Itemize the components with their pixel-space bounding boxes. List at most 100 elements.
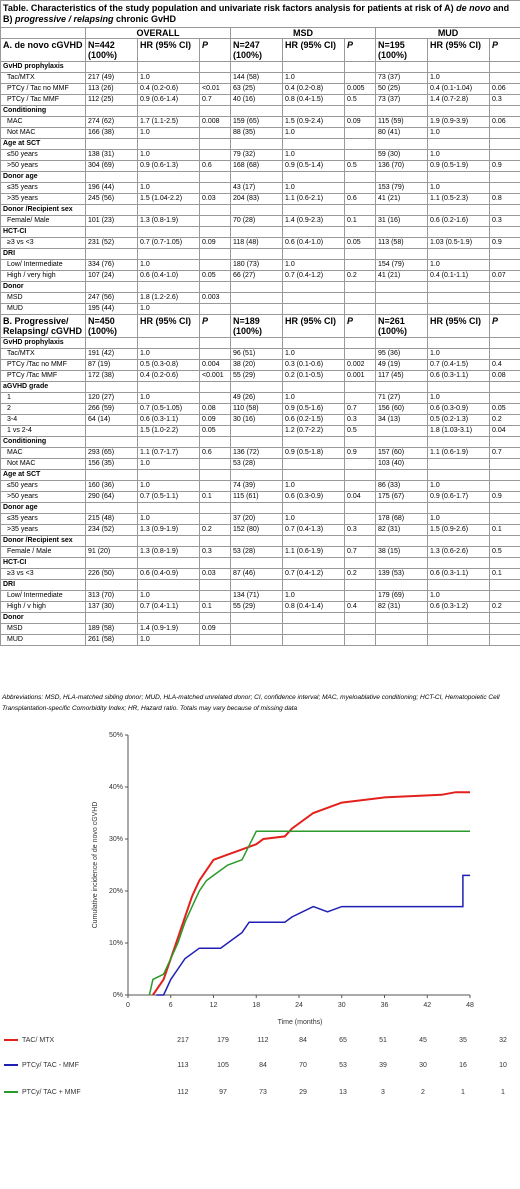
cell: 0.4 (0.1-1.1) <box>427 270 490 282</box>
cell <box>488 348 520 360</box>
cell <box>488 623 520 635</box>
cell: PTCy / Tac MMF <box>0 94 86 106</box>
column-header: HR (95% CI) <box>282 314 345 338</box>
cell <box>199 348 231 360</box>
cell <box>344 348 376 360</box>
cell <box>0 27 86 39</box>
at-risk-value: 1 <box>461 1089 465 1096</box>
cell <box>488 149 520 161</box>
data-row: >50 years 290 (64) 0.7 (0.5-1.1) 0.1 115 (61… <box>0 491 520 503</box>
cell: 0.5 <box>344 160 376 172</box>
cell: 231 (52) <box>85 237 138 249</box>
cell: ≤35 years <box>0 182 86 194</box>
data-row: Tac/MTX 217 (49) 1.0 144 (58) 1.0 73 (37) 1.0 <box>0 72 520 84</box>
cell <box>199 105 231 117</box>
cell <box>344 259 376 271</box>
cell: High / very high <box>0 270 86 282</box>
cell <box>282 458 345 470</box>
cell <box>137 226 200 238</box>
cell: 0.6 (0.3-0.9) <box>427 403 490 415</box>
legend-label: PTCy/ TAC + MMF <box>22 1089 81 1096</box>
cell <box>137 502 200 514</box>
cell: 1.0 <box>137 303 200 315</box>
cell: 0.3 <box>488 215 520 227</box>
column-header: P <box>199 314 231 338</box>
legend-label: PTCy/ TAC - MMF <box>22 1062 79 1069</box>
cell <box>488 469 520 481</box>
cell: 0.7 (0.7-1.05) <box>137 237 200 249</box>
cell <box>488 535 520 547</box>
cell <box>375 623 428 635</box>
data-row: 1 vs 2-4 1.5 (1.0-2.2) 0.05 1.2 (0.7-2.2) 0.… <box>0 425 520 437</box>
cell: ≥3 vs <3 <box>0 237 86 249</box>
cell: 0.1 <box>344 215 376 227</box>
cell: 1.0 <box>137 590 200 602</box>
cell: 0.9 (0.6-1.7) <box>427 491 490 503</box>
cell <box>427 579 490 591</box>
cell <box>137 612 200 624</box>
cell: 1.7 (1.1-2.5) <box>137 116 200 128</box>
x-tick-label: 36 <box>381 1002 389 1009</box>
cell: 1.0 <box>282 392 345 404</box>
cell: <0.01 <box>199 83 231 95</box>
cell <box>282 61 345 73</box>
cell <box>199 303 231 315</box>
cell: 0.1 <box>199 491 231 503</box>
cell <box>375 204 428 216</box>
cell: 0.04 <box>488 425 520 437</box>
series-line <box>152 791 470 996</box>
row-group: Donor age <box>0 171 86 183</box>
cell: 0.004 <box>199 359 231 371</box>
cell <box>282 303 345 315</box>
cell: 112 (25) <box>85 94 138 106</box>
y-tick-label: 20% <box>109 888 123 895</box>
cell: 0.005 <box>344 83 376 95</box>
cell <box>344 337 376 349</box>
cell <box>375 248 428 260</box>
cell <box>199 634 231 646</box>
data-row: >35 years 234 (52) 1.3 (0.9-1.9) 0.2 152 (80… <box>0 524 520 536</box>
group-label-row: aGVHD grade <box>0 381 520 393</box>
cell: 41 (21) <box>375 270 428 282</box>
cell <box>488 392 520 404</box>
cell: 266 (59) <box>85 403 138 415</box>
cell: 0.2 <box>488 414 520 426</box>
cell <box>85 381 138 393</box>
column-header: N=261 (100%) <box>375 314 428 338</box>
cell: 96 (51) <box>230 348 283 360</box>
section-row: B. Progressive/ Relapsing/ cGVHD N=450 (1… <box>0 314 520 338</box>
cell: 82 (31) <box>375 601 428 613</box>
abbreviations: Abbreviations: MSD, HLA-matched sibling … <box>2 694 500 712</box>
cell <box>375 579 428 591</box>
cell: 0.6 (0.4-0.9) <box>137 568 200 580</box>
cell <box>199 182 231 194</box>
cell: MSD <box>0 623 86 635</box>
cell: 31 (16) <box>375 215 428 227</box>
at-risk-value: 179 <box>217 1037 229 1044</box>
cell: 0.2 <box>488 601 520 613</box>
row-group: HCT-CI <box>0 557 86 569</box>
cell <box>488 502 520 514</box>
cell <box>488 204 520 216</box>
x-tick-label: 48 <box>466 1002 474 1009</box>
cell <box>488 127 520 139</box>
cell: 82 (31) <box>375 524 428 536</box>
y-axis-label: Cumulative incidence of de novo cGVHD <box>92 802 99 929</box>
cell: MSD <box>0 292 86 304</box>
cell: 0.4 <box>344 601 376 613</box>
cell: 0.04 <box>344 491 376 503</box>
cell: 1.0 <box>427 590 490 602</box>
cell: 0.003 <box>199 292 231 304</box>
cell: 138 (31) <box>85 149 138 161</box>
column-header: P <box>344 38 376 62</box>
cell: 0.001 <box>344 370 376 382</box>
at-risk-value: 29 <box>299 1089 307 1096</box>
cell <box>230 226 283 238</box>
cell: 38 (15) <box>375 546 428 558</box>
cell: 50 (25) <box>375 83 428 95</box>
cell <box>85 226 138 238</box>
cell <box>199 281 231 293</box>
cell <box>85 105 138 117</box>
cell <box>375 303 428 315</box>
column-header: N=247 (100%) <box>230 38 283 62</box>
